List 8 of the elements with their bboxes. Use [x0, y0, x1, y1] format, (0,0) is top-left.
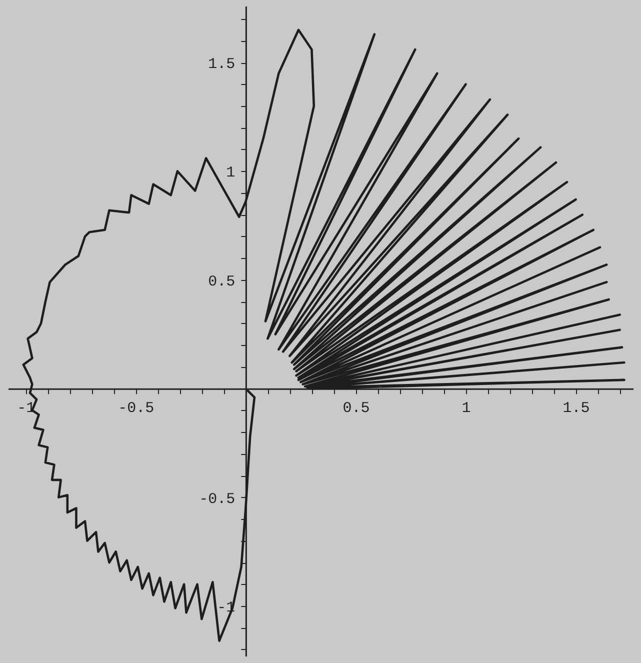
y-tick-label: 1.5 [208, 56, 236, 74]
x-tick-label: 1.5 [562, 400, 590, 418]
x-tick-label: 0.5 [342, 400, 370, 418]
y-tick-label: 1 [226, 164, 236, 182]
x-tick-label: 1 [462, 400, 471, 418]
x-tick-label: -0.5 [118, 400, 154, 418]
y-tick-label: -0.5 [199, 490, 236, 508]
y-tick-label: 0.5 [208, 273, 236, 290]
